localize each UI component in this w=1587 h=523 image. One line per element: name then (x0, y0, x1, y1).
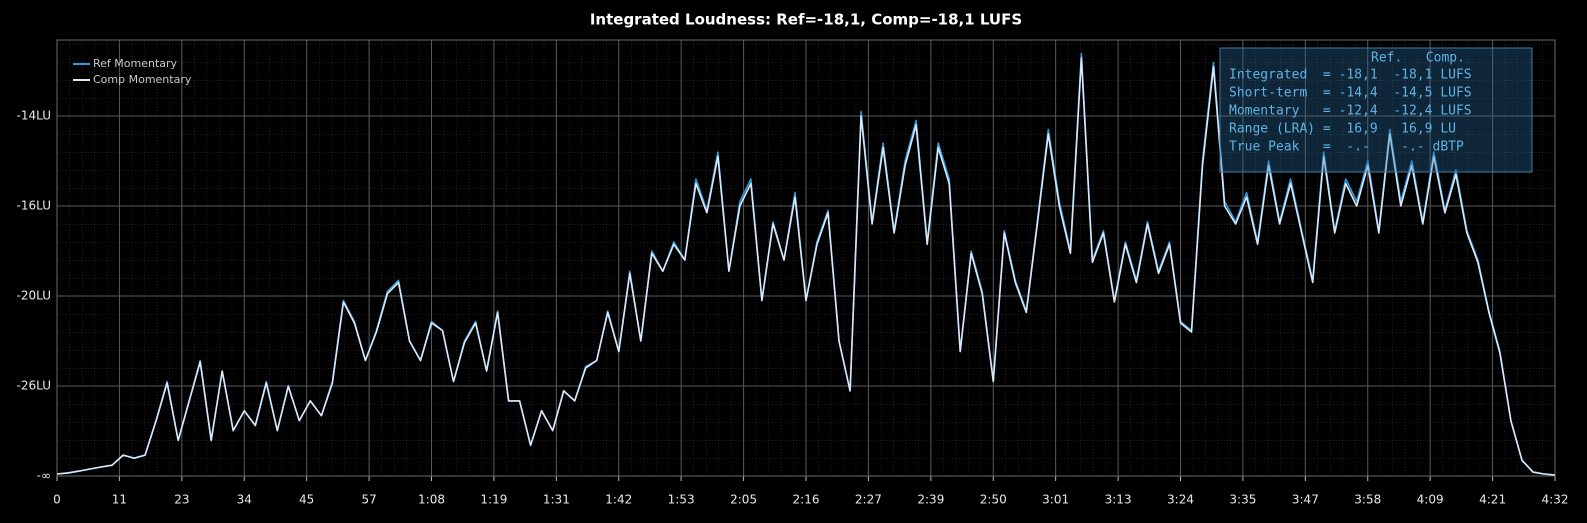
y-tick-label: -26LU (17, 379, 51, 393)
legend-label: Ref Momentary (93, 57, 178, 70)
x-tick-label: 2:05 (730, 493, 757, 507)
x-tick-label: 4:09 (1417, 493, 1444, 507)
x-tick-label: 2:39 (917, 493, 944, 507)
y-tick-label: -∞ (37, 469, 51, 483)
x-tick-label: 45 (299, 493, 314, 507)
x-tick-label: 1:08 (418, 493, 445, 507)
x-tick-label: 1:19 (480, 493, 507, 507)
stats-header: Ref. Comp. (1371, 51, 1465, 66)
chart-title: Integrated Loudness: Ref=-18,1, Comp=-18… (590, 11, 1022, 29)
stats-line: Short-term = -14,4 -14,5 LUFS (1229, 86, 1472, 101)
x-tick-label: 3:58 (1354, 493, 1381, 507)
x-tick-label: 2:50 (980, 493, 1007, 507)
x-tick-label: 1:53 (668, 493, 695, 507)
x-tick-label: 3:13 (1105, 493, 1132, 507)
x-tick-label: 34 (237, 493, 252, 507)
stats-line: True Peak = -.- -.- dBTP (1229, 140, 1464, 155)
x-tick-label: 4:32 (1542, 493, 1569, 507)
x-tick-label: 3:01 (1042, 493, 1069, 507)
x-tick-label: 4:21 (1479, 493, 1506, 507)
x-tick-label: 0 (53, 493, 61, 507)
legend-label: Comp Momentary (93, 73, 192, 86)
x-tick-label: 3:24 (1167, 493, 1194, 507)
y-tick-label: -16LU (17, 199, 51, 213)
stats-line: Range (LRA) = 16,9 16,9 LU (1229, 122, 1456, 137)
stats-panel (1219, 47, 1533, 173)
series-line (56, 57, 1556, 476)
x-tick-label: 1:31 (543, 493, 570, 507)
x-tick-label: 57 (361, 493, 376, 507)
x-tick-label: 23 (174, 493, 189, 507)
plot-frame (56, 39, 1556, 477)
x-tick-label: 2:27 (855, 493, 882, 507)
x-tick-label: 3:35 (1229, 493, 1256, 507)
stats-line: Integrated = -18,1 -18,1 LUFS (1229, 68, 1472, 83)
y-tick-label: -14LU (17, 109, 51, 123)
y-tick-label: -20LU (17, 289, 51, 303)
x-tick-label: 2:16 (793, 493, 820, 507)
stats-line: Momentary = -12,4 -12,4 LUFS (1229, 104, 1472, 119)
x-tick-label: 1:42 (605, 493, 632, 507)
x-tick-label: 3:47 (1292, 493, 1319, 507)
x-tick-label: 11 (112, 493, 127, 507)
